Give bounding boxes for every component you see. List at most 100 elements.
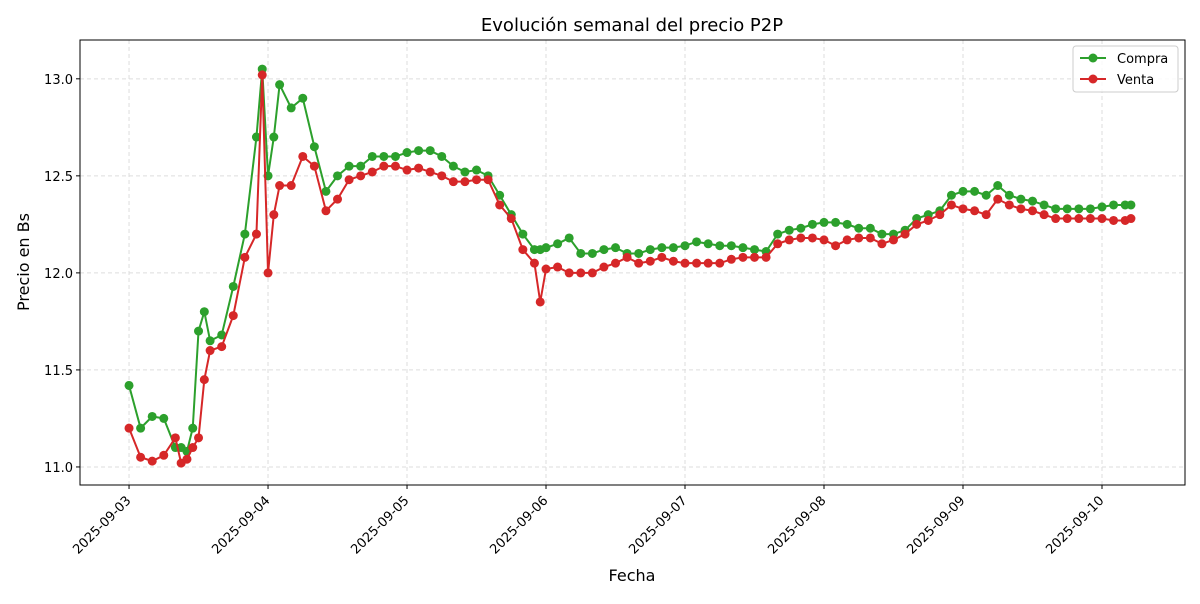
data-point-compra [1109, 200, 1119, 210]
data-point-venta [576, 268, 586, 278]
data-point-venta [865, 233, 875, 243]
data-point-compra [286, 103, 296, 113]
data-point-compra [298, 93, 308, 103]
data-point-compra [188, 423, 198, 433]
data-point-venta [460, 177, 470, 187]
data-point-venta [1039, 210, 1049, 220]
data-point-compra [448, 161, 458, 171]
data-point-venta [622, 252, 632, 262]
data-point-venta [188, 443, 198, 453]
data-point-venta [645, 256, 655, 266]
chart-title: Evolución semanal del precio P2P [481, 15, 783, 36]
data-point-venta [448, 177, 458, 187]
data-point-venta [506, 214, 516, 224]
data-point-venta [483, 175, 493, 185]
data-point-venta [495, 200, 505, 210]
data-point-compra [773, 229, 783, 239]
data-point-compra [309, 142, 319, 152]
data-point-venta [750, 252, 760, 262]
data-point-compra [390, 151, 400, 161]
data-point-compra [1016, 194, 1026, 204]
data-point-venta [634, 258, 644, 268]
data-point-compra [692, 237, 702, 247]
data-point-venta [738, 252, 748, 262]
data-point-venta [981, 210, 991, 220]
legend-marker-venta [1088, 74, 1098, 84]
data-point-venta [807, 233, 817, 243]
x-tick-label: 2025-09-03 [70, 493, 134, 557]
y-tick-label: 13.0 [44, 73, 73, 88]
data-point-venta [321, 206, 331, 216]
data-point-venta [286, 181, 296, 191]
data-point-venta [217, 342, 227, 352]
data-point-venta [773, 239, 783, 249]
data-point-venta [309, 161, 319, 171]
data-point-compra [1126, 200, 1136, 210]
data-point-compra [877, 229, 887, 239]
data-point-venta [194, 433, 204, 443]
data-point-venta [472, 175, 482, 185]
x-tick-label: 2025-09-08 [765, 493, 829, 557]
data-point-venta [970, 206, 980, 216]
data-point-venta [518, 245, 528, 255]
data-point-venta [842, 235, 852, 245]
plot-frame [79, 39, 1186, 486]
data-point-compra [854, 223, 864, 233]
y-tick-label: 12.5 [44, 170, 73, 185]
data-point-venta [703, 258, 713, 268]
x-tick-label: 2025-09-10 [1043, 493, 1107, 557]
data-point-venta [136, 452, 146, 462]
data-point-compra [367, 151, 377, 161]
data-point-compra [958, 186, 968, 196]
data-point-compra [970, 186, 980, 196]
data-point-venta [1062, 214, 1072, 224]
data-point-venta [819, 235, 829, 245]
data-point-compra [553, 239, 563, 249]
data-point-venta [147, 456, 157, 466]
data-point-compra [726, 241, 736, 251]
data-point-venta [761, 252, 771, 262]
data-point-venta [599, 262, 609, 272]
data-point-compra [1062, 204, 1072, 214]
x-tick-label: 2025-09-04 [209, 493, 273, 557]
data-point-venta [1126, 214, 1136, 224]
data-point-venta [414, 163, 424, 173]
data-point-compra [668, 243, 678, 253]
data-point-venta [784, 235, 794, 245]
data-point-compra [634, 248, 644, 258]
data-point-compra [321, 186, 331, 196]
data-point-compra [1004, 190, 1014, 200]
data-point-venta [831, 241, 841, 251]
legend: Compra Venta [1072, 45, 1179, 93]
data-point-compra [784, 225, 794, 235]
data-point-compra [946, 190, 956, 200]
data-point-compra [750, 245, 760, 255]
data-point-venta [993, 194, 1003, 204]
legend-label-venta: Venta [1117, 73, 1154, 88]
data-point-venta [553, 262, 563, 272]
data-point-venta [124, 423, 134, 433]
legend-marker-compra [1088, 53, 1098, 63]
data-point-venta [367, 167, 377, 177]
data-point-venta [356, 171, 366, 181]
data-point-compra [251, 132, 261, 142]
data-point-compra [993, 181, 1003, 191]
data-point-venta [657, 252, 667, 262]
data-point-venta [199, 375, 209, 385]
data-point-compra [228, 281, 238, 291]
data-point-venta [1085, 214, 1095, 224]
data-point-compra [657, 243, 667, 253]
data-point-compra [147, 411, 157, 421]
data-point-venta [390, 161, 400, 171]
data-point-venta [170, 433, 180, 443]
data-point-compra [541, 243, 551, 253]
data-point-venta [529, 258, 539, 268]
data-point-venta [205, 346, 215, 356]
data-point-compra [136, 423, 146, 433]
data-point-venta [564, 268, 574, 278]
data-point-venta [912, 219, 922, 229]
data-point-venta [257, 70, 267, 80]
data-point-venta [275, 181, 285, 191]
